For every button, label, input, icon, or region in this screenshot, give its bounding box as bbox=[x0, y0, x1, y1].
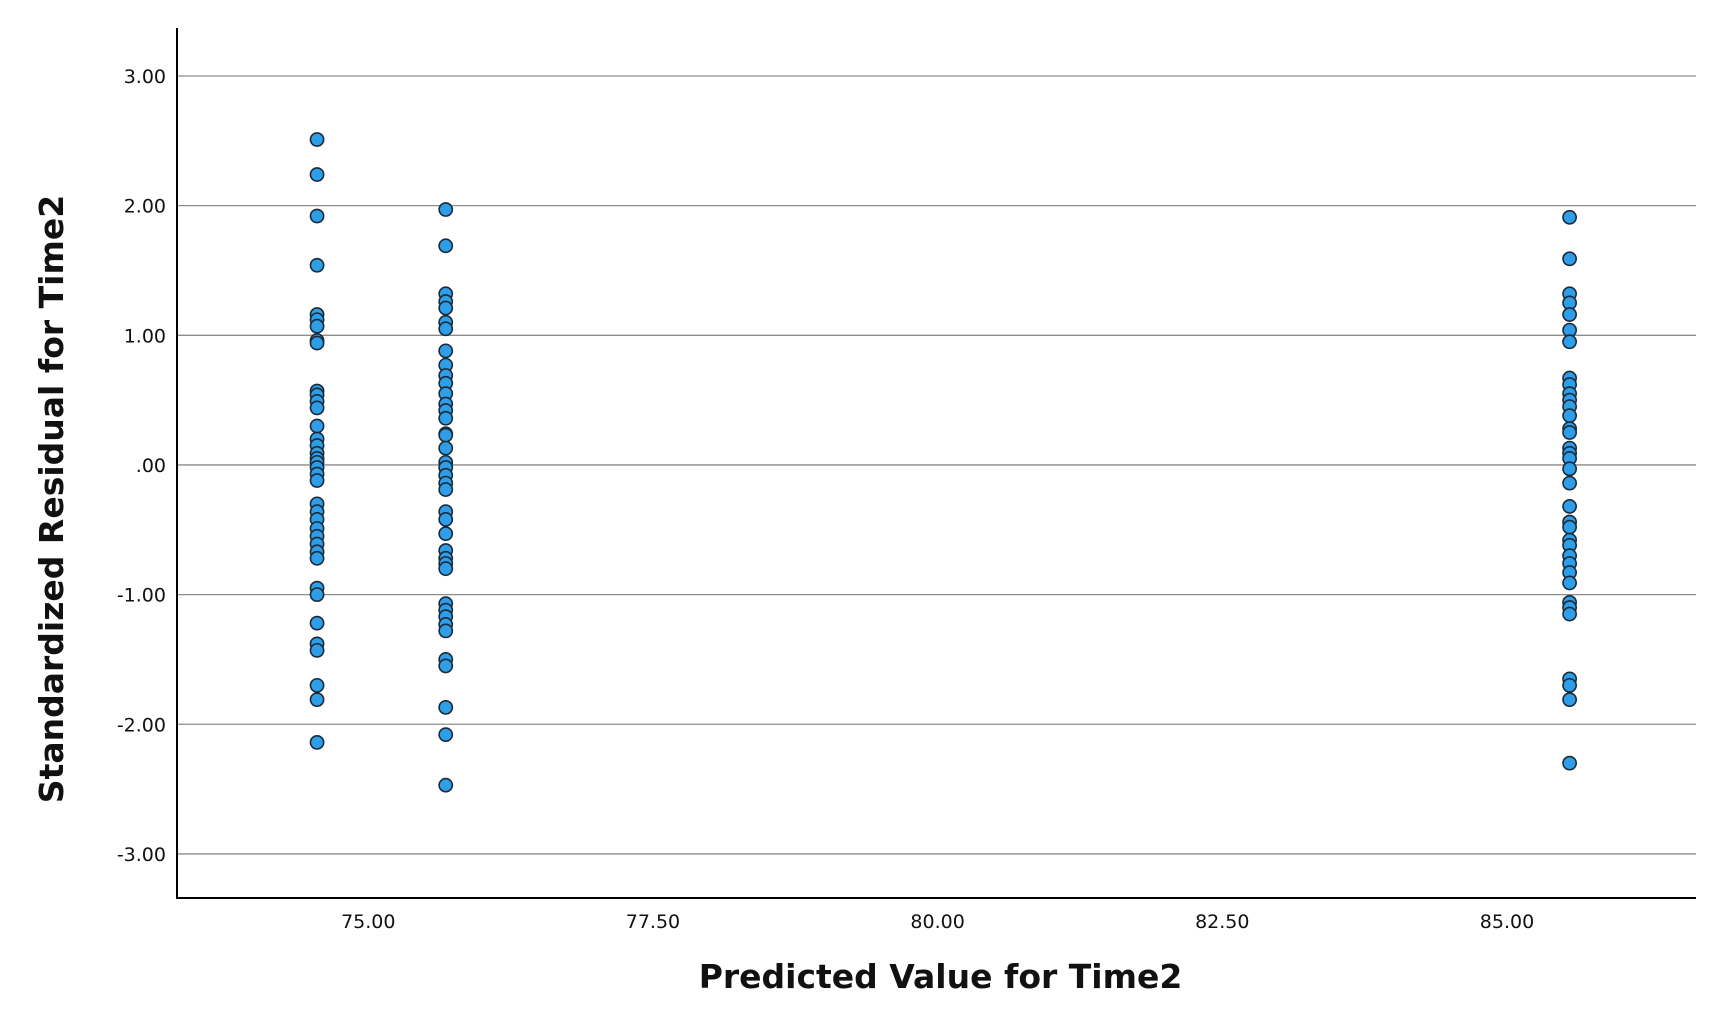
data-point bbox=[309, 550, 325, 566]
data-point bbox=[309, 318, 325, 334]
y-tick-labels: 3.00 2.00 1.00 .00 -1.00 -2.00 -3.00 bbox=[117, 66, 166, 866]
data-point bbox=[1562, 408, 1578, 424]
data-points bbox=[309, 132, 1578, 793]
data-point bbox=[309, 167, 325, 182]
x-tick-label: 85.00 bbox=[1480, 911, 1534, 933]
data-point bbox=[309, 132, 325, 147]
data-point bbox=[309, 735, 325, 750]
data-point bbox=[438, 238, 454, 254]
x-tick-labels: 75.00 77.50 80.00 82.50 85.00 bbox=[341, 911, 1534, 933]
data-point bbox=[309, 642, 325, 658]
data-point bbox=[309, 418, 325, 434]
data-point bbox=[309, 677, 325, 693]
data-point bbox=[1562, 519, 1578, 535]
data-point bbox=[1562, 499, 1578, 514]
data-point bbox=[438, 658, 454, 674]
x-tick-label: 80.00 bbox=[910, 911, 964, 933]
data-point bbox=[1562, 251, 1578, 267]
data-point bbox=[438, 410, 454, 426]
y-tick-label: 1.00 bbox=[124, 325, 166, 347]
y-axis-title: Standardized Residual for Time2 bbox=[32, 195, 71, 803]
data-point bbox=[438, 561, 454, 577]
x-tick-label: 82.50 bbox=[1195, 911, 1249, 933]
data-point bbox=[438, 727, 454, 743]
data-point bbox=[309, 473, 325, 488]
y-tick-label: -2.00 bbox=[117, 714, 166, 736]
y-tick-label: 3.00 bbox=[124, 66, 166, 88]
data-point bbox=[309, 208, 325, 224]
data-point bbox=[1562, 755, 1578, 771]
gridlines bbox=[177, 75, 1696, 855]
x-tick-label: 75.00 bbox=[341, 911, 395, 933]
data-point bbox=[438, 440, 454, 456]
data-point bbox=[438, 202, 454, 217]
data-point bbox=[1562, 209, 1578, 225]
data-point bbox=[309, 335, 325, 351]
data-point bbox=[1562, 575, 1578, 591]
data-point bbox=[438, 321, 454, 337]
x-axis-title: Predicted Value for Time2 bbox=[699, 957, 1183, 996]
data-point bbox=[438, 777, 454, 793]
data-point bbox=[1562, 425, 1578, 440]
data-point bbox=[309, 257, 325, 273]
data-point bbox=[1562, 461, 1578, 477]
data-point bbox=[438, 700, 454, 715]
data-point bbox=[1562, 334, 1578, 350]
data-point bbox=[438, 427, 454, 443]
data-point bbox=[309, 692, 325, 708]
data-point bbox=[438, 623, 454, 639]
data-point bbox=[309, 615, 325, 631]
y-tick-label: -1.00 bbox=[117, 585, 166, 607]
x-tick-label: 77.50 bbox=[626, 911, 680, 933]
data-point bbox=[1562, 307, 1578, 322]
data-point bbox=[309, 587, 325, 603]
y-tick-label: -3.00 bbox=[117, 844, 166, 866]
data-point bbox=[1562, 606, 1578, 622]
data-point bbox=[438, 512, 454, 527]
data-point bbox=[1562, 475, 1578, 491]
data-point bbox=[438, 482, 454, 497]
data-point bbox=[438, 300, 454, 316]
data-point bbox=[1562, 677, 1578, 693]
data-point bbox=[438, 343, 454, 359]
data-point bbox=[1562, 692, 1578, 708]
y-tick-label: .00 bbox=[136, 455, 166, 477]
data-point bbox=[309, 400, 325, 416]
data-point bbox=[438, 526, 454, 542]
y-tick-label: 2.00 bbox=[124, 196, 166, 218]
